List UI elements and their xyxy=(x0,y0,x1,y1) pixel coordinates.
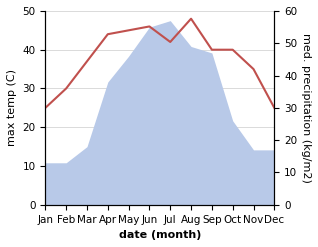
Y-axis label: max temp (C): max temp (C) xyxy=(7,69,17,146)
X-axis label: date (month): date (month) xyxy=(119,230,201,240)
Y-axis label: med. precipitation (kg/m2): med. precipitation (kg/m2) xyxy=(301,33,311,183)
